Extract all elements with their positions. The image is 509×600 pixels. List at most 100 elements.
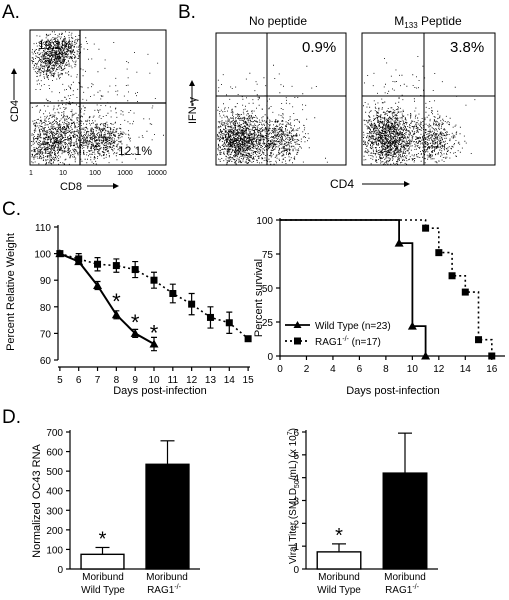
flow-a-lr-percent: 12.1%: [118, 144, 152, 158]
survival-series-1-line: [280, 219, 493, 356]
titer-y-tick-label: 3: [293, 497, 299, 508]
rna-y-axis-label: Normalized OC43 RNA: [31, 443, 43, 557]
flow-a-tick: 1: [29, 170, 33, 177]
survival-x-tick-label: 6: [357, 364, 363, 375]
flow-a-ul-percent: 19.1%: [38, 38, 72, 52]
panel-label-a: A.: [2, 2, 20, 23]
survival-y-axis-label: Percent survival: [253, 259, 265, 337]
flow-plot-b-left: 0.9%: [215, 32, 347, 166]
rna-category-2-line-1: Moribund: [146, 572, 188, 583]
weight-x-tick-label: 10: [148, 375, 160, 386]
flow-b-right-percent: 3.8%: [450, 39, 484, 56]
legend-wild-type: Wild Type (n=23): [285, 321, 391, 332]
weight-point: [225, 319, 233, 327]
survival-point: [475, 336, 483, 344]
flow-dot-cloud: [217, 103, 278, 165]
weight-point: [112, 262, 120, 270]
rna-bar-chart: 0 100 200 300 400 500 600 700 * Normalized OC43…: [31, 428, 200, 596]
titer-category-1-line-1: Moribund: [318, 572, 360, 583]
weight-x-tick-label: 7: [95, 375, 101, 386]
weight-y-tick-label: 60: [40, 356, 52, 367]
titer-category-2-line-2: RAG1-/-: [385, 584, 420, 596]
survival-point: [448, 272, 456, 280]
flow-dot-cloud: [363, 94, 433, 165]
flow-a-x-arrow: [87, 183, 119, 189]
survival-chart: 0 25 50 75 100 0 2 4 6 8 10 12 14 16 Days post-infect…: [253, 216, 505, 397]
legend-rag1: RAG1-/- (n=17): [285, 336, 381, 348]
flow-dot-cloud: [31, 31, 89, 86]
survival-point: [488, 352, 496, 360]
weight-significance-star: *: [150, 321, 159, 346]
flow-b-right-title: M133 Peptide: [394, 14, 462, 30]
titer-y-tick-label: 0: [293, 565, 299, 576]
weight-point: [206, 313, 214, 321]
titer-y-tick-label: 2: [293, 519, 299, 530]
panel-label-b: B.: [178, 2, 196, 23]
titer-bar: [316, 551, 362, 570]
weight-point: [169, 290, 177, 297]
legend-wild-type-label: Wild Type (n=23): [315, 321, 391, 332]
weight-point: [149, 339, 159, 348]
survival-legend: Wild Type (n=23) RAG1-/- (n=17): [285, 321, 391, 348]
weight-x-axis-label: Days post-infection: [113, 385, 207, 397]
weight-y-axis-label: Percent Relative Weight: [5, 233, 17, 351]
rna-y-tick-label: 700: [46, 428, 63, 439]
weight-x-tick-label: 5: [57, 375, 63, 386]
weight-point: [244, 335, 252, 343]
flow-b-xlabel: CD4: [330, 177, 354, 191]
survival-y-tick-label: 25: [262, 318, 274, 329]
flow-a-ylabel: CD4: [9, 100, 21, 122]
survival-y-tick-label: 0: [267, 352, 273, 363]
titer-category-2-line-1: Moribund: [384, 572, 426, 583]
weight-point: [75, 255, 83, 263]
flow-plot-b-right: 3.8%: [361, 32, 496, 166]
rna-category-1-line-1: Moribund: [82, 572, 124, 583]
survival-x-tick-label: 16: [486, 364, 498, 375]
weight-point: [111, 310, 121, 319]
weight-y-tick-label: 110: [35, 223, 51, 234]
flow-b-left-percent: 0.9%: [302, 39, 336, 56]
weight-x-tick-label: 6: [76, 375, 82, 386]
rna-category-2-line-2: RAG1-/-: [147, 584, 182, 596]
titer-y-tick-label: 1: [293, 542, 299, 553]
weight-point: [188, 300, 196, 308]
weight-y-tick-label: 70: [40, 329, 52, 340]
survival-series-0-line: [280, 219, 427, 356]
flow-a-tick: 1000: [117, 170, 133, 177]
flow-a-xlabel: CD8: [60, 181, 82, 193]
survival-point: [421, 351, 431, 360]
survival-point: [394, 238, 404, 247]
rna-y-tick-label: 300: [46, 506, 63, 517]
survival-y-tick-label: 100: [256, 216, 273, 227]
survival-point: [461, 288, 469, 296]
flow-a-tick: 100: [89, 170, 101, 177]
titer-y-axis-label: Viral Titer (SMLD50/mL) (x 107): [287, 428, 301, 564]
weight-x-tick-label: 9: [132, 375, 138, 386]
flow-a-y-arrow: [11, 68, 17, 100]
weight-y-tick-label: 80: [40, 303, 52, 314]
weight-point: [150, 276, 158, 284]
survival-x-axis-label: Days post-infection: [346, 385, 440, 397]
survival-x-tick-label: 10: [407, 364, 419, 375]
weight-significance-star: *: [112, 289, 121, 314]
weight-y-tick-label: 100: [34, 250, 51, 261]
survival-x-tick-label: 2: [304, 364, 310, 375]
panel-label-c: C.: [2, 199, 21, 220]
survival-x-tick-label: 0: [277, 364, 283, 375]
flow-b-x-arrow: [362, 181, 410, 187]
rna-category-1-line-2: Wild Type: [81, 585, 125, 596]
rna-y-tick-label: 600: [46, 448, 63, 459]
rna-significance-star: *: [99, 528, 107, 550]
titer-y-tick-label: 5: [293, 451, 299, 462]
weight-point: [94, 260, 102, 268]
flow-b-ylabel: IFN-γ: [187, 97, 199, 124]
rna-y-tick-label: 200: [46, 526, 63, 537]
flow-b-y-arrow: [189, 80, 195, 106]
survival-y-tick-label: 50: [262, 284, 274, 295]
rna-y-tick-label: 500: [46, 467, 63, 478]
weight-x-tick-label: 15: [243, 375, 255, 386]
legend-rag1-label: RAG1-/- (n=17): [315, 336, 381, 348]
titer-significance-star: *: [335, 525, 343, 547]
flow-plot-a: 19.1% 12.1% 1 10 100 1000 10000 CD8 CD4: [9, 29, 167, 193]
